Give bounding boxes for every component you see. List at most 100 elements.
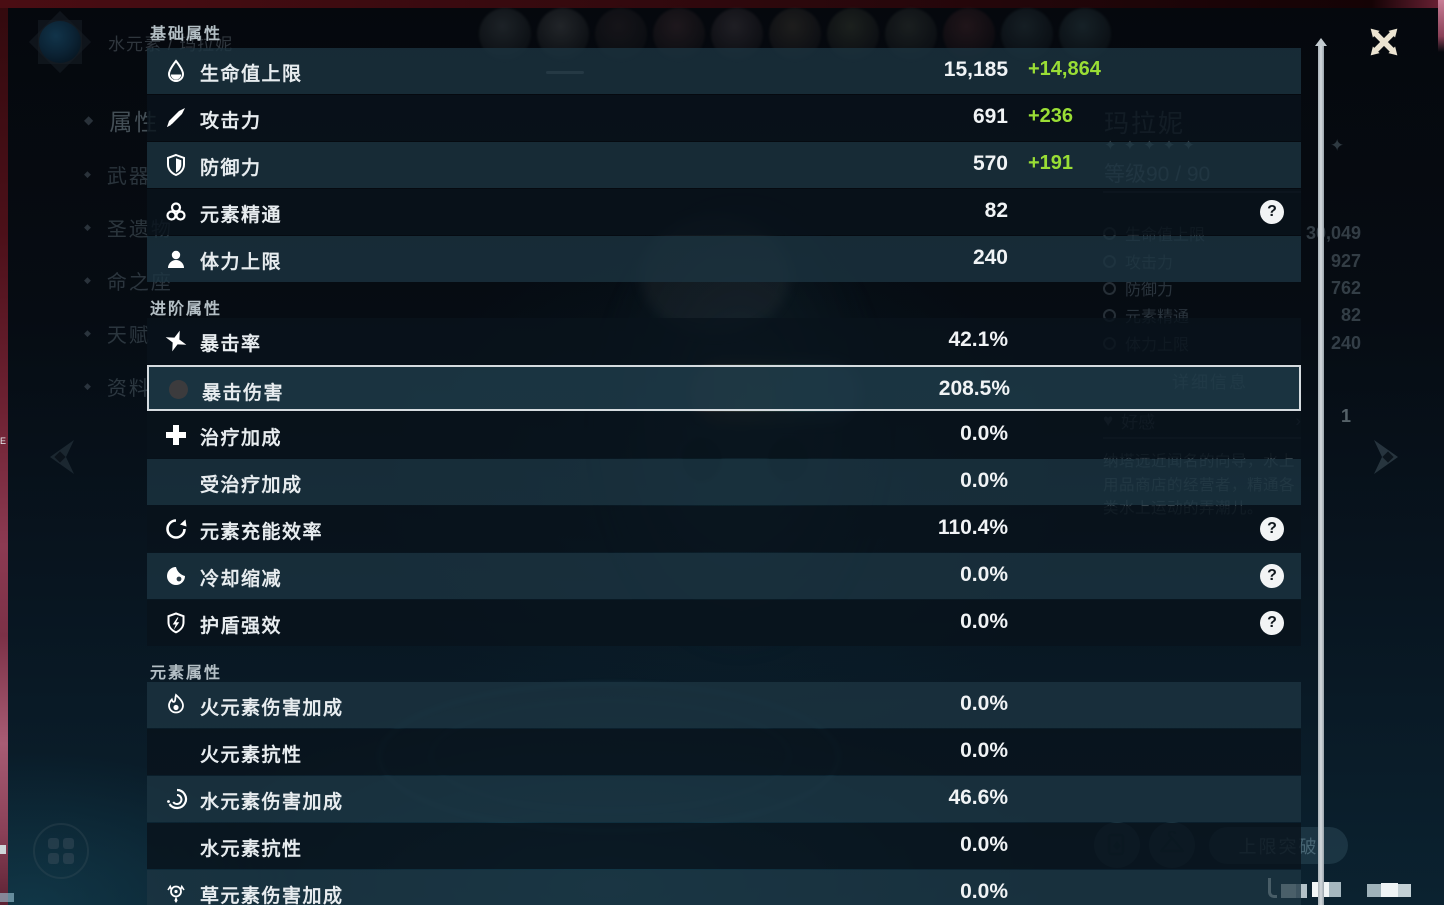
sidebar-item-label: 武器 (106, 166, 151, 188)
sidebar-item-profile[interactable]: ◆ 资料 (84, 372, 151, 401)
stat-label: 防御力 (200, 158, 262, 179)
edge-label: E (0, 436, 7, 446)
diamond-bullet-icon: ◆ (84, 381, 93, 391)
stat-label: 元素精通 (200, 205, 283, 226)
stat-label: 治疗加成 (200, 428, 283, 449)
previous-character-arrow-icon[interactable] (44, 438, 78, 476)
scrollbar-top-tip (1315, 38, 1327, 46)
stat-value: 0.0% (960, 469, 1008, 492)
def-icon (1103, 281, 1116, 295)
stat-label: 水元素抗性 (200, 839, 303, 860)
stat-row-hydro-res[interactable]: 水元素抗性 0.0% (147, 823, 1301, 869)
sidebar-item-label: 资料 (106, 378, 151, 400)
stat-row-incoming-healing-bonus[interactable]: 受治疗加成 0.0% (147, 459, 1301, 505)
sidebar-item-weapon[interactable]: ◆ 武器 (84, 160, 151, 189)
stat-bonus: +14,864 (1028, 58, 1101, 80)
hp-icon (164, 59, 188, 83)
bg-stat-value: 82 (1340, 304, 1361, 325)
help-icon[interactable]: ? (1260, 611, 1284, 635)
stat-value: 691 (972, 105, 1008, 128)
stat-value: 0.0% (960, 833, 1008, 856)
hydro-icon (164, 787, 188, 811)
bg-stat-label: 防御力 (1125, 282, 1174, 299)
close-button[interactable] (1364, 22, 1404, 62)
stat-label: 暴击伤害 (202, 383, 285, 404)
next-character-arrow-icon[interactable] (1370, 438, 1404, 476)
stat-row-max-stamina[interactable]: 体力上限 240 (147, 236, 1301, 282)
energy-recharge-icon (164, 517, 188, 541)
healing-bonus-icon (164, 423, 188, 447)
ascension-sparkle-icon: ✦ (1330, 136, 1345, 155)
stamina-icon (164, 247, 188, 271)
section-header-elemental-type: 元素属性 (150, 665, 223, 682)
left-edge-strip (0, 8, 8, 905)
help-icon[interactable]: ? (1260, 564, 1284, 588)
stat-row-dendro-dmg-bonus[interactable]: 草元素伤害加成 0.0% (147, 870, 1301, 905)
censored-block (1296, 884, 1307, 898)
dendro-icon (164, 881, 188, 905)
stat-value: 0.0% (960, 880, 1008, 903)
edge-dot (0, 845, 6, 854)
stat-row-crit-dmg-highlighted[interactable]: 暴击伤害 208.5% (147, 365, 1301, 411)
stat-label: 攻击力 (200, 111, 262, 132)
stat-value: 240 (972, 246, 1008, 269)
edge-blue-pixels (0, 893, 14, 902)
stat-row-cd-reduction[interactable]: 冷却缩减 0.0% ? (147, 553, 1301, 599)
hydro-element-emblem (28, 10, 92, 74)
stat-label: 冷却缩减 (200, 569, 283, 590)
stat-row-crit-rate[interactable]: 暴击率 42.1% (147, 318, 1301, 364)
stat-row-atk[interactable]: 攻击力 691 +236 (147, 95, 1301, 141)
stat-row-shield-strength[interactable]: 护盾强效 0.0% ? (147, 600, 1301, 646)
stat-value: 46.6% (948, 786, 1008, 809)
party-setup-button[interactable] (33, 823, 89, 879)
stat-bonus: +236 (1028, 105, 1074, 127)
stat-row-elemental-mastery[interactable]: 元素精通 82 ? (147, 189, 1301, 235)
grid-icon (48, 838, 74, 864)
bg-stat-value: 927 (1330, 250, 1361, 271)
stat-label: 元素充能效率 (200, 522, 324, 543)
help-icon[interactable]: ? (1260, 517, 1284, 541)
censored-block (1381, 883, 1398, 897)
diamond-bullet-icon: ◆ (84, 169, 93, 179)
bg-stat-value: 762 (1330, 277, 1361, 298)
crit-rate-icon (164, 329, 188, 353)
diamond-bullet-icon: ◆ (84, 275, 93, 285)
stat-value: 15,185 (943, 58, 1008, 81)
stat-value: 42.1% (948, 328, 1008, 351)
shield-strength-icon (164, 611, 188, 635)
stat-label: 体力上限 (200, 252, 283, 273)
stat-bonus: +191 (1028, 152, 1074, 174)
bg-stat-value: 240 (1330, 332, 1361, 353)
stat-label: 水元素伤害加成 (200, 792, 344, 813)
scrollbar[interactable] (1318, 46, 1324, 905)
stat-row-pyro-res[interactable]: 火元素抗性 0.0% (147, 729, 1301, 775)
censored-block (1367, 884, 1381, 897)
atk-icon (164, 106, 188, 130)
stat-value: 82 (984, 199, 1008, 222)
crit-dmg-icon (169, 380, 188, 399)
stat-row-def[interactable]: 防御力 570 +191 (147, 142, 1301, 188)
stat-row-hydro-dmg-bonus[interactable]: 水元素伤害加成 46.6% (147, 776, 1301, 822)
stat-label: 草元素伤害加成 (200, 886, 344, 905)
stat-row-healing-bonus[interactable]: 治疗加成 0.0% (147, 412, 1301, 458)
stat-label: 火元素伤害加成 (200, 698, 344, 719)
stat-label: 护盾强效 (200, 616, 283, 637)
stat-value: 570 (972, 152, 1008, 175)
stat-row-max-hp[interactable]: 生命值上限 15,185 +14,864 (147, 48, 1301, 94)
def-icon (164, 153, 188, 177)
bg-stat-value: 30,049 (1305, 222, 1361, 243)
diamond-bullet-icon: ◆ (84, 113, 96, 127)
diamond-bullet-icon: ◆ (84, 222, 93, 232)
stat-value: 0.0% (960, 422, 1008, 445)
stat-value: 208.5% (938, 377, 1010, 400)
sidebar-item-talents[interactable]: ◆ 天赋 (84, 319, 151, 348)
bg-stat-row: 防御力 762 (1103, 275, 1361, 301)
stat-row-pyro-dmg-bonus[interactable]: 火元素伤害加成 0.0% (147, 682, 1301, 728)
pyro-icon (164, 693, 188, 717)
right-edge-strip (1438, 0, 1444, 52)
censored-block (1398, 884, 1411, 897)
help-icon[interactable]: ? (1260, 200, 1284, 224)
stat-label: 生命值上限 (200, 64, 303, 85)
stat-row-energy-recharge[interactable]: 元素充能效率 110.4% ? (147, 506, 1301, 552)
